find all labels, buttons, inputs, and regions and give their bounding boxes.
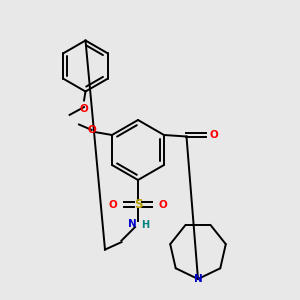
Text: O: O: [109, 200, 118, 210]
Text: H: H: [141, 220, 149, 230]
Text: S: S: [134, 198, 142, 211]
Text: N: N: [194, 274, 202, 284]
Text: O: O: [158, 200, 167, 210]
Text: O: O: [87, 125, 96, 136]
Text: O: O: [210, 130, 218, 140]
Text: N: N: [128, 219, 136, 229]
Text: O: O: [80, 104, 88, 114]
